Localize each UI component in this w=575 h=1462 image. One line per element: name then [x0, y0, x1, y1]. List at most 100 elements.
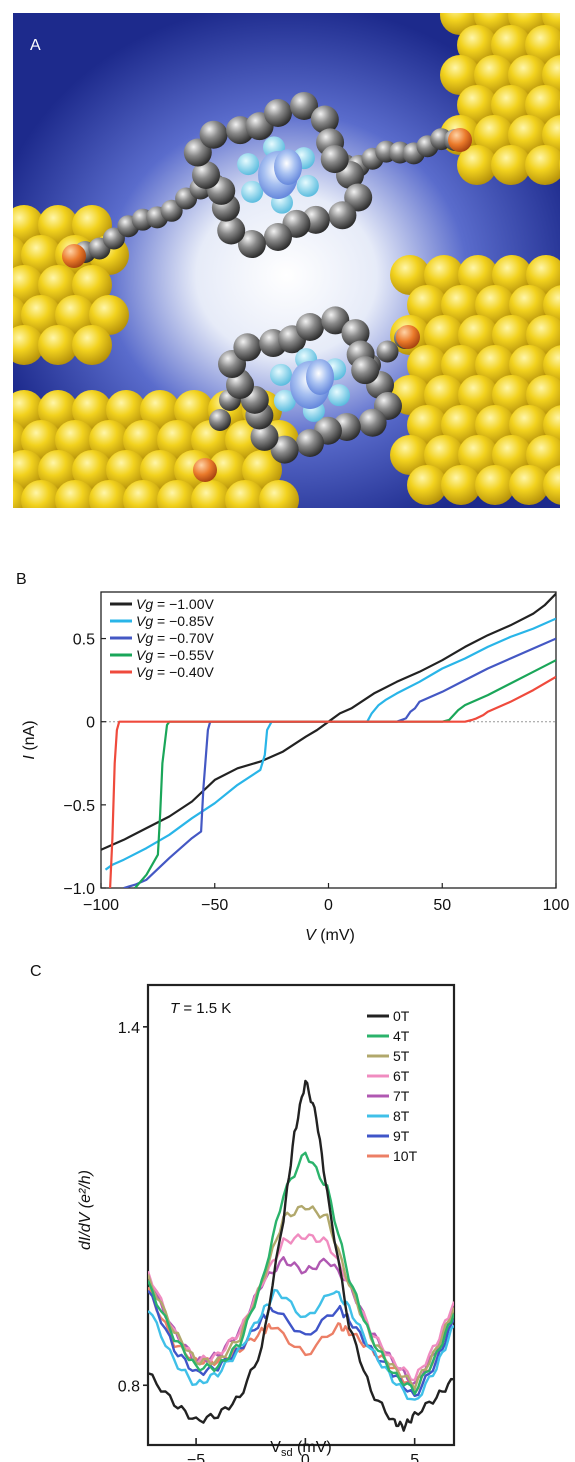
molecules — [183, 91, 402, 464]
carbon-atom — [264, 223, 292, 251]
gold-atom — [542, 55, 560, 95]
molecule-illustration: A — [0, 13, 575, 550]
gold-atom — [13, 390, 44, 430]
chart-c-xlabel-sub: sd — [281, 1447, 293, 1459]
legend-label: Vg = −1.00V — [136, 596, 215, 612]
gold-atom — [0, 205, 10, 245]
chart-b-ticks: −100 −50 0 50 100 0.5 0 −0.5 −1.0 — [63, 632, 569, 914]
gold-atom — [543, 345, 560, 385]
carbon-atom — [102, 227, 125, 250]
gold-atom — [407, 345, 447, 385]
x-tick-label: 50 — [433, 897, 451, 914]
gold-atom — [0, 325, 10, 365]
gold-atom — [560, 435, 575, 475]
gold-atom — [542, 115, 560, 155]
panel-a-label: A — [30, 37, 41, 54]
gold-atom — [38, 390, 78, 430]
chart-b-xlabel-var: V — [305, 927, 317, 944]
gold-atom — [526, 315, 560, 355]
gold-atom — [140, 390, 180, 430]
legend-label: Vg = −0.70V — [136, 630, 215, 646]
carbon-atom — [270, 435, 299, 464]
gold-atom — [509, 405, 549, 445]
gold-atom — [208, 450, 248, 490]
carbon-atom — [237, 230, 266, 259]
gold-atom — [89, 295, 129, 335]
carbon-atom — [160, 199, 183, 222]
gold-atom — [457, 25, 497, 65]
nitrogen-atom — [296, 174, 319, 197]
y-tick-label: 0 — [86, 715, 95, 732]
y-tick-label: 0.8 — [118, 1378, 140, 1395]
gold-atom — [509, 345, 549, 385]
gold-atom — [21, 480, 61, 508]
gold-atom — [0, 510, 10, 550]
gold-atom — [543, 405, 560, 445]
legend-label: Vg = −0.85V — [136, 613, 215, 629]
panel-b-label: B — [16, 571, 27, 588]
gold-atom — [441, 285, 481, 325]
nitrogen-atom — [241, 180, 264, 203]
gold-atom — [21, 420, 61, 460]
gold-atom — [492, 375, 532, 415]
gold-atom — [441, 345, 481, 385]
gold-atom — [55, 295, 95, 335]
gold-atom — [38, 510, 78, 550]
legend-label: 10T — [393, 1148, 418, 1164]
gold-atom — [457, 85, 497, 125]
gold-atom — [13, 205, 44, 245]
gold-atom — [424, 435, 464, 475]
legend-label: 5T — [393, 1048, 410, 1064]
gold-atom — [72, 325, 112, 365]
series-line-0 — [148, 1079, 454, 1432]
gold-atom — [560, 315, 575, 355]
gold-atom — [560, 255, 575, 295]
legend-label: Vg = −0.55V — [136, 647, 215, 663]
gold-atom — [13, 325, 44, 365]
legend-label: 8T — [393, 1108, 410, 1124]
gold-atom — [242, 450, 282, 490]
gold-atom — [475, 285, 515, 325]
gold-atom — [106, 510, 146, 550]
chart-c-ylabel: dI/dV (e²/h) — [77, 1170, 94, 1250]
gold-atom — [390, 435, 430, 475]
x-tick-label: −5 — [187, 1452, 205, 1462]
gold-atom — [38, 265, 78, 305]
carbon-atom — [321, 306, 350, 335]
gold-atom — [526, 255, 560, 295]
gold-atom — [543, 465, 560, 505]
carbon-atom — [209, 409, 231, 431]
gold-atom — [123, 420, 163, 460]
metal-core-highlight — [306, 359, 334, 395]
gold-atom — [492, 315, 532, 355]
gold-atom — [559, 38, 560, 52]
gold-atom — [123, 480, 163, 508]
gold-atom — [458, 435, 498, 475]
gold-atom — [525, 145, 560, 185]
gold-atom — [508, 55, 548, 95]
chart-b-ylabel: I (nA) — [21, 720, 38, 759]
gold-atom — [509, 285, 549, 325]
chart-c: C −5 0 5 1.4 0.8 0T 4T 5T 6T 7T 8T 9T 10T T = 1.5 K… — [30, 963, 456, 1462]
gold-atom — [0, 450, 10, 490]
gold-atom — [208, 510, 248, 550]
chart-c-annotation: T = 1.5 K — [170, 1000, 231, 1017]
metal-core-highlight — [274, 149, 302, 185]
panel-c-label: C — [30, 963, 42, 980]
gold-atom — [492, 435, 532, 475]
gold-atom — [457, 145, 497, 185]
nitrogen-atom — [269, 363, 292, 386]
y-tick-label: −0.5 — [63, 798, 95, 815]
legend-label: 6T — [393, 1068, 410, 1084]
gold-atom — [559, 98, 560, 112]
carbon-atom — [264, 99, 292, 127]
gold-atom — [174, 390, 214, 430]
legend-label: 7T — [393, 1088, 410, 1104]
nitrogen-atom — [237, 153, 260, 176]
gold-atom — [508, 115, 548, 155]
gold-atom — [21, 235, 61, 275]
legend-label: 4T — [393, 1028, 410, 1044]
carbon-atom — [358, 408, 387, 437]
legend-label: 9T — [393, 1128, 410, 1144]
